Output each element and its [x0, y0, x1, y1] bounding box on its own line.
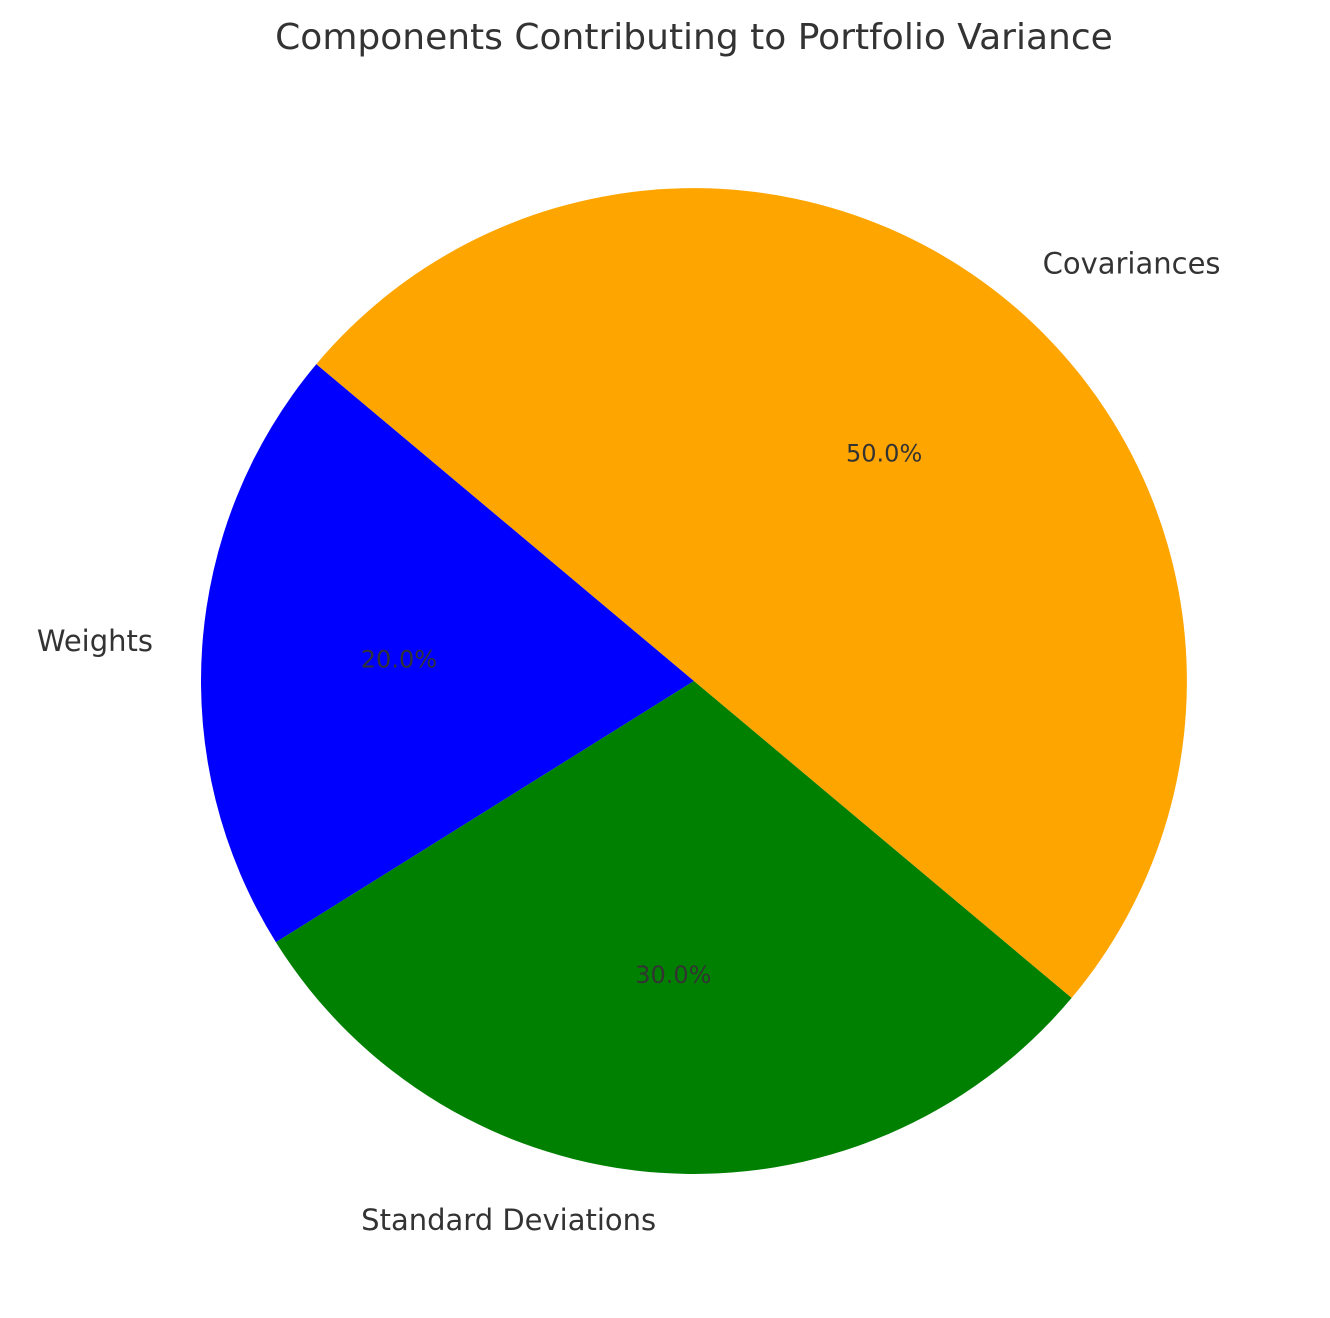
percent-label-covariances: 50.0%	[846, 439, 922, 467]
pie-labels: Weights 20.0% Standard Deviations 30.0% Cova…	[37, 247, 1221, 1237]
pie-slice-standard-deviations	[275, 681, 1072, 1174]
percent-label-weights: 20.0%	[361, 645, 437, 673]
slice-label-covariances: Covariances	[1043, 247, 1221, 281]
slice-label-weights: Weights	[37, 624, 153, 658]
chart-title: Components Contributing to Portfolio Var…	[275, 17, 1113, 58]
percent-label-standard-deviations: 30.0%	[635, 961, 711, 989]
pie-slice-weights	[201, 364, 694, 943]
pie-slices	[201, 188, 1187, 1174]
slice-label-standard-deviations: Standard Deviations	[361, 1203, 656, 1237]
pie-slice-covariances	[316, 188, 1187, 998]
